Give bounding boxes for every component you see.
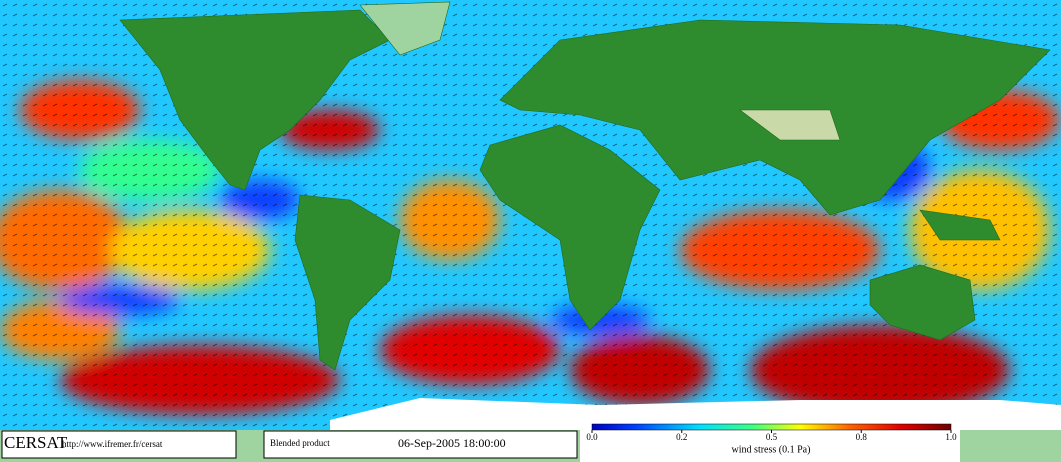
colorbar-tick-label: 0.0 — [586, 432, 598, 442]
product-box — [263, 430, 578, 459]
date: 06-Sep-2005 18:00:00 — [398, 436, 506, 450]
colorbar-tick-label: 0.2 — [676, 432, 687, 442]
colorbar-tick-label: 0.5 — [766, 432, 778, 442]
colorbar-tick-label: 0.8 — [856, 432, 868, 442]
colorbar — [591, 423, 952, 431]
colorbar-label: wind stress (0.1 Pa) — [732, 444, 811, 455]
product: Blended product — [270, 438, 330, 448]
logo: CERSAT — [4, 433, 68, 452]
land — [119, 1, 1051, 371]
colorbar-tick-label: 1.0 — [945, 432, 957, 442]
url: http://www.ifremer.fr/cersat — [62, 439, 163, 449]
logo-box — [1, 430, 237, 459]
